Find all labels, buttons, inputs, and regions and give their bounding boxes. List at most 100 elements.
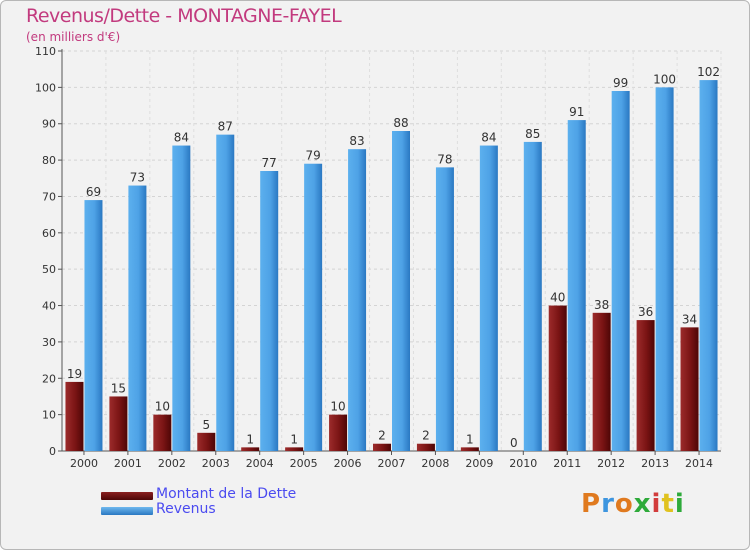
logo-letter: r [601,489,615,519]
logo-letter: P [581,489,602,519]
data-label-revenue: 84 [481,131,496,145]
y-tick-label: 80 [42,154,56,167]
bar-revenue [348,149,367,451]
bar-revenue [260,171,279,451]
chart-subtitle: (en milliers d'€) [26,30,121,44]
data-label-revenue: 78 [437,152,452,166]
data-label-debt: 0 [510,436,518,450]
y-tick-label: 100 [35,81,56,94]
data-label-debt: 2 [378,429,386,443]
legend-swatch-revenue [101,507,153,515]
bar-debt [460,447,479,451]
data-label-revenue: 88 [393,116,408,130]
bar-debt [285,447,304,451]
data-label-revenue: 85 [525,127,540,141]
bar-debt [373,443,391,451]
bar-revenue [304,163,323,451]
logo-letter: i [651,489,662,519]
data-label-debt: 10 [155,400,170,414]
bar-debt [416,443,435,451]
x-tick-label: 2008 [421,457,449,470]
bar-debt [109,396,128,451]
data-label-revenue: 83 [349,134,364,148]
proxiti-logo: Proxiti [581,489,685,519]
x-tick-label: 2004 [246,457,274,470]
y-tick-label: 40 [42,300,56,313]
x-tick-label: 2007 [378,457,406,470]
legend-label-revenue: Revenus [156,501,216,517]
chart-title: Revenus/Dette - MONTAGNE-FAYEL [26,5,342,27]
bar-debt [680,327,699,451]
y-tick-label: 110 [35,45,56,58]
bar-debt [329,414,348,451]
data-label-debt: 2 [422,429,430,443]
data-label-revenue: 69 [86,185,101,199]
data-label-debt: 1 [290,432,298,446]
data-label-debt: 40 [550,291,565,305]
x-tick-label: 2010 [509,457,537,470]
plot-area [62,51,721,451]
data-label-revenue: 79 [305,149,320,163]
data-label-revenue: 91 [569,105,584,119]
bar-debt [592,312,611,451]
data-label-revenue: 100 [653,72,676,86]
x-tick-label: 2003 [202,457,230,470]
data-label-debt: 36 [638,305,653,319]
logo-letter: t [661,489,675,519]
data-label-debt: 10 [330,400,345,414]
y-tick-label: 20 [42,372,56,385]
y-tick-label: 50 [42,263,56,276]
data-label-debt: 1 [466,432,474,446]
bar-debt [65,381,84,451]
data-label-revenue: 73 [130,171,145,185]
logo-letter: i [674,489,685,519]
data-label-debt: 19 [67,367,82,381]
bar-debt [636,320,655,451]
data-label-debt: 15 [111,381,126,395]
bar-revenue [479,145,498,451]
data-label-debt: 34 [682,312,697,326]
y-tick-label: 0 [49,445,56,458]
x-tick-label: 2002 [158,457,186,470]
x-tick-label: 2001 [114,457,142,470]
bar-revenue [523,141,542,451]
bar-debt [548,305,567,451]
data-label-revenue: 99 [613,76,628,90]
x-tick-label: 2006 [334,457,362,470]
bar-revenue [172,145,191,451]
bar-revenue [699,80,718,451]
x-tick-label: 2009 [465,457,493,470]
x-tick-label: 2000 [70,457,98,470]
grid-lines [61,50,722,452]
bar-revenue [216,134,235,452]
data-label-debt: 38 [594,298,609,312]
bar-debt [153,414,172,451]
logo-letter: x [633,489,652,519]
y-tick-label: 10 [42,409,56,422]
y-tick-label: 90 [42,118,56,131]
legend-label-debt: Montant de la Dette [156,486,297,502]
y-tick-label: 70 [42,190,56,203]
legend-swatch-debt [101,492,153,500]
data-label-debt: 1 [246,432,254,446]
bar-revenue [128,185,147,451]
bar-revenue [611,91,630,451]
bar-revenue [435,167,454,451]
bars [65,80,718,452]
x-tick-label: 2012 [597,457,625,470]
bar-revenue [84,200,103,451]
data-labels: 19 69 15 73 10 84 5 87 1 77 1 79 10 83 2 88 2 78 1 84 0 85 40 9… [67,65,720,450]
x-tick-label: 2013 [641,457,669,470]
bar-revenue [567,120,586,451]
x-tick-label: 2014 [685,457,713,470]
bar-debt [197,432,216,451]
data-label-revenue: 77 [262,156,277,170]
data-label-revenue: 84 [174,131,189,145]
data-label-debt: 5 [202,418,210,432]
y-tick-label: 60 [42,227,56,240]
x-tick-label: 2005 [290,457,318,470]
y-tick-label: 30 [42,336,56,349]
